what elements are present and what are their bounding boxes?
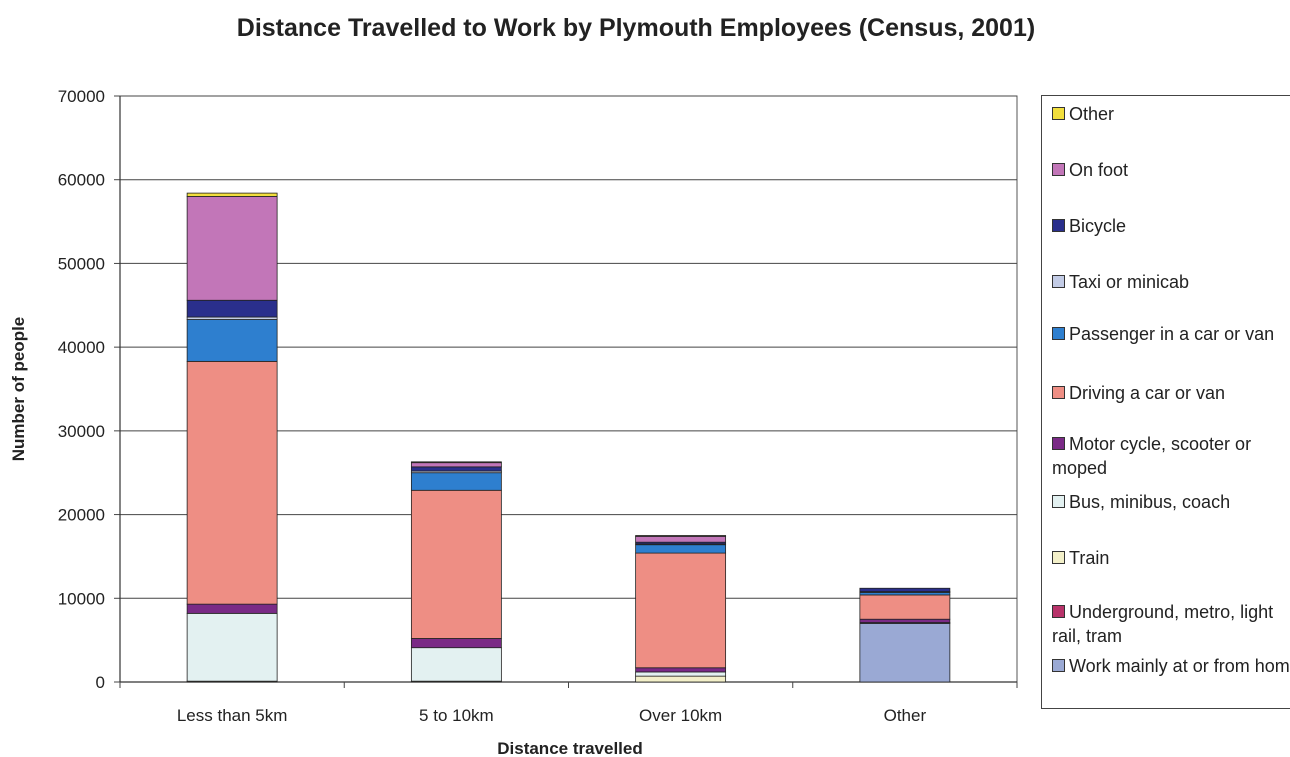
bar-segment (186, 612, 278, 682)
bar-segment (410, 489, 502, 639)
legend-label: Bicycle (1069, 216, 1127, 236)
bar-segment (859, 618, 951, 623)
legend-label: Bus, minibus, coach (1069, 492, 1231, 512)
chart-title: Distance Travelled to Work by Plymouth E… (237, 14, 1035, 42)
bar-segment (635, 535, 727, 543)
bar-segment (410, 462, 502, 468)
bar-segment (410, 461, 502, 464)
y-tick-label: 30000 (58, 422, 105, 441)
legend-item: Other (1052, 102, 1290, 126)
legend-item: Motor cycle, scooter or moped (1052, 432, 1290, 480)
legend-swatch (1052, 327, 1065, 340)
legend-swatch (1052, 386, 1065, 399)
y-axis-title: Number of people (9, 317, 28, 462)
legend-swatch (1052, 275, 1065, 288)
bar-segment (186, 603, 278, 614)
legend-item: Train (1052, 546, 1290, 570)
bar-segment (186, 299, 278, 318)
legend-item: Bicycle (1052, 214, 1290, 238)
legend-item: Bus, minibus, coach (1052, 490, 1290, 514)
y-tick-label: 60000 (58, 171, 105, 190)
legend-label: Driving a car or van (1069, 383, 1226, 403)
bar-segment (410, 466, 502, 472)
legend-swatch (1052, 107, 1065, 120)
bar-segment (859, 594, 951, 620)
x-axis-title: Distance travelled (497, 739, 643, 757)
bar-segment (410, 647, 502, 682)
x-tick-label: Over 10km (639, 706, 722, 725)
y-tick-label: 20000 (58, 506, 105, 525)
legend-item: Taxi or minicab (1052, 270, 1290, 294)
bar-segment (635, 667, 727, 673)
x-tick-label: Less than 5km (177, 706, 288, 725)
legend-item: Work mainly at or from home (1052, 654, 1290, 678)
bar-segment (186, 192, 278, 197)
y-tick-label: 50000 (58, 254, 105, 273)
legend-label: On foot (1069, 160, 1129, 180)
legend-label: Work mainly at or from home (1069, 656, 1290, 676)
legend-label: Underground, metro, light rail, tram (1052, 602, 1274, 646)
legend-swatch (1052, 163, 1065, 176)
bar-segment (635, 675, 727, 683)
legend-item: Underground, metro, light rail, tram (1052, 600, 1290, 648)
y-tick-label: 70000 (58, 87, 105, 106)
legend-label: Motor cycle, scooter or moped (1052, 434, 1252, 478)
x-tick-label: Other (884, 706, 927, 725)
legend-label: Other (1069, 104, 1115, 124)
bar-segment (635, 671, 727, 677)
y-tick-label: 10000 (58, 589, 105, 608)
bar-segment (635, 544, 727, 554)
x-tick-label: 5 to 10km (419, 706, 494, 725)
bar-segment (859, 587, 951, 592)
bar-segment (859, 623, 951, 683)
bar-segment (635, 535, 727, 537)
legend-swatch (1052, 551, 1065, 564)
bar-segment (186, 319, 278, 362)
y-tick-label: 0 (96, 673, 105, 692)
legend: Other On foot Bicycle Taxi or minicab Passen… (1041, 95, 1290, 709)
bar-segment (635, 552, 727, 669)
legend-swatch (1052, 605, 1065, 618)
legend-item: Passenger in a car or van (1052, 322, 1290, 346)
legend-label: Train (1069, 548, 1110, 568)
bar-segment (186, 196, 278, 301)
plot-area: 0 10000 20000 30000 40000 50000 60000 70000 Less… (58, 87, 1018, 725)
legend-item: On foot (1052, 158, 1290, 182)
legend-label: Taxi or minicab (1069, 272, 1190, 292)
legend-item: Driving a car or van (1052, 381, 1290, 405)
legend-swatch (1052, 437, 1065, 450)
legend-label: Passenger in a car or van (1069, 324, 1275, 344)
bar-segment (410, 472, 502, 491)
y-tick-label: 40000 (58, 338, 105, 357)
legend-swatch (1052, 495, 1065, 508)
legend-swatch (1052, 219, 1065, 232)
bar-segment (410, 638, 502, 649)
legend-swatch (1052, 659, 1065, 672)
bar-segment (186, 360, 278, 605)
